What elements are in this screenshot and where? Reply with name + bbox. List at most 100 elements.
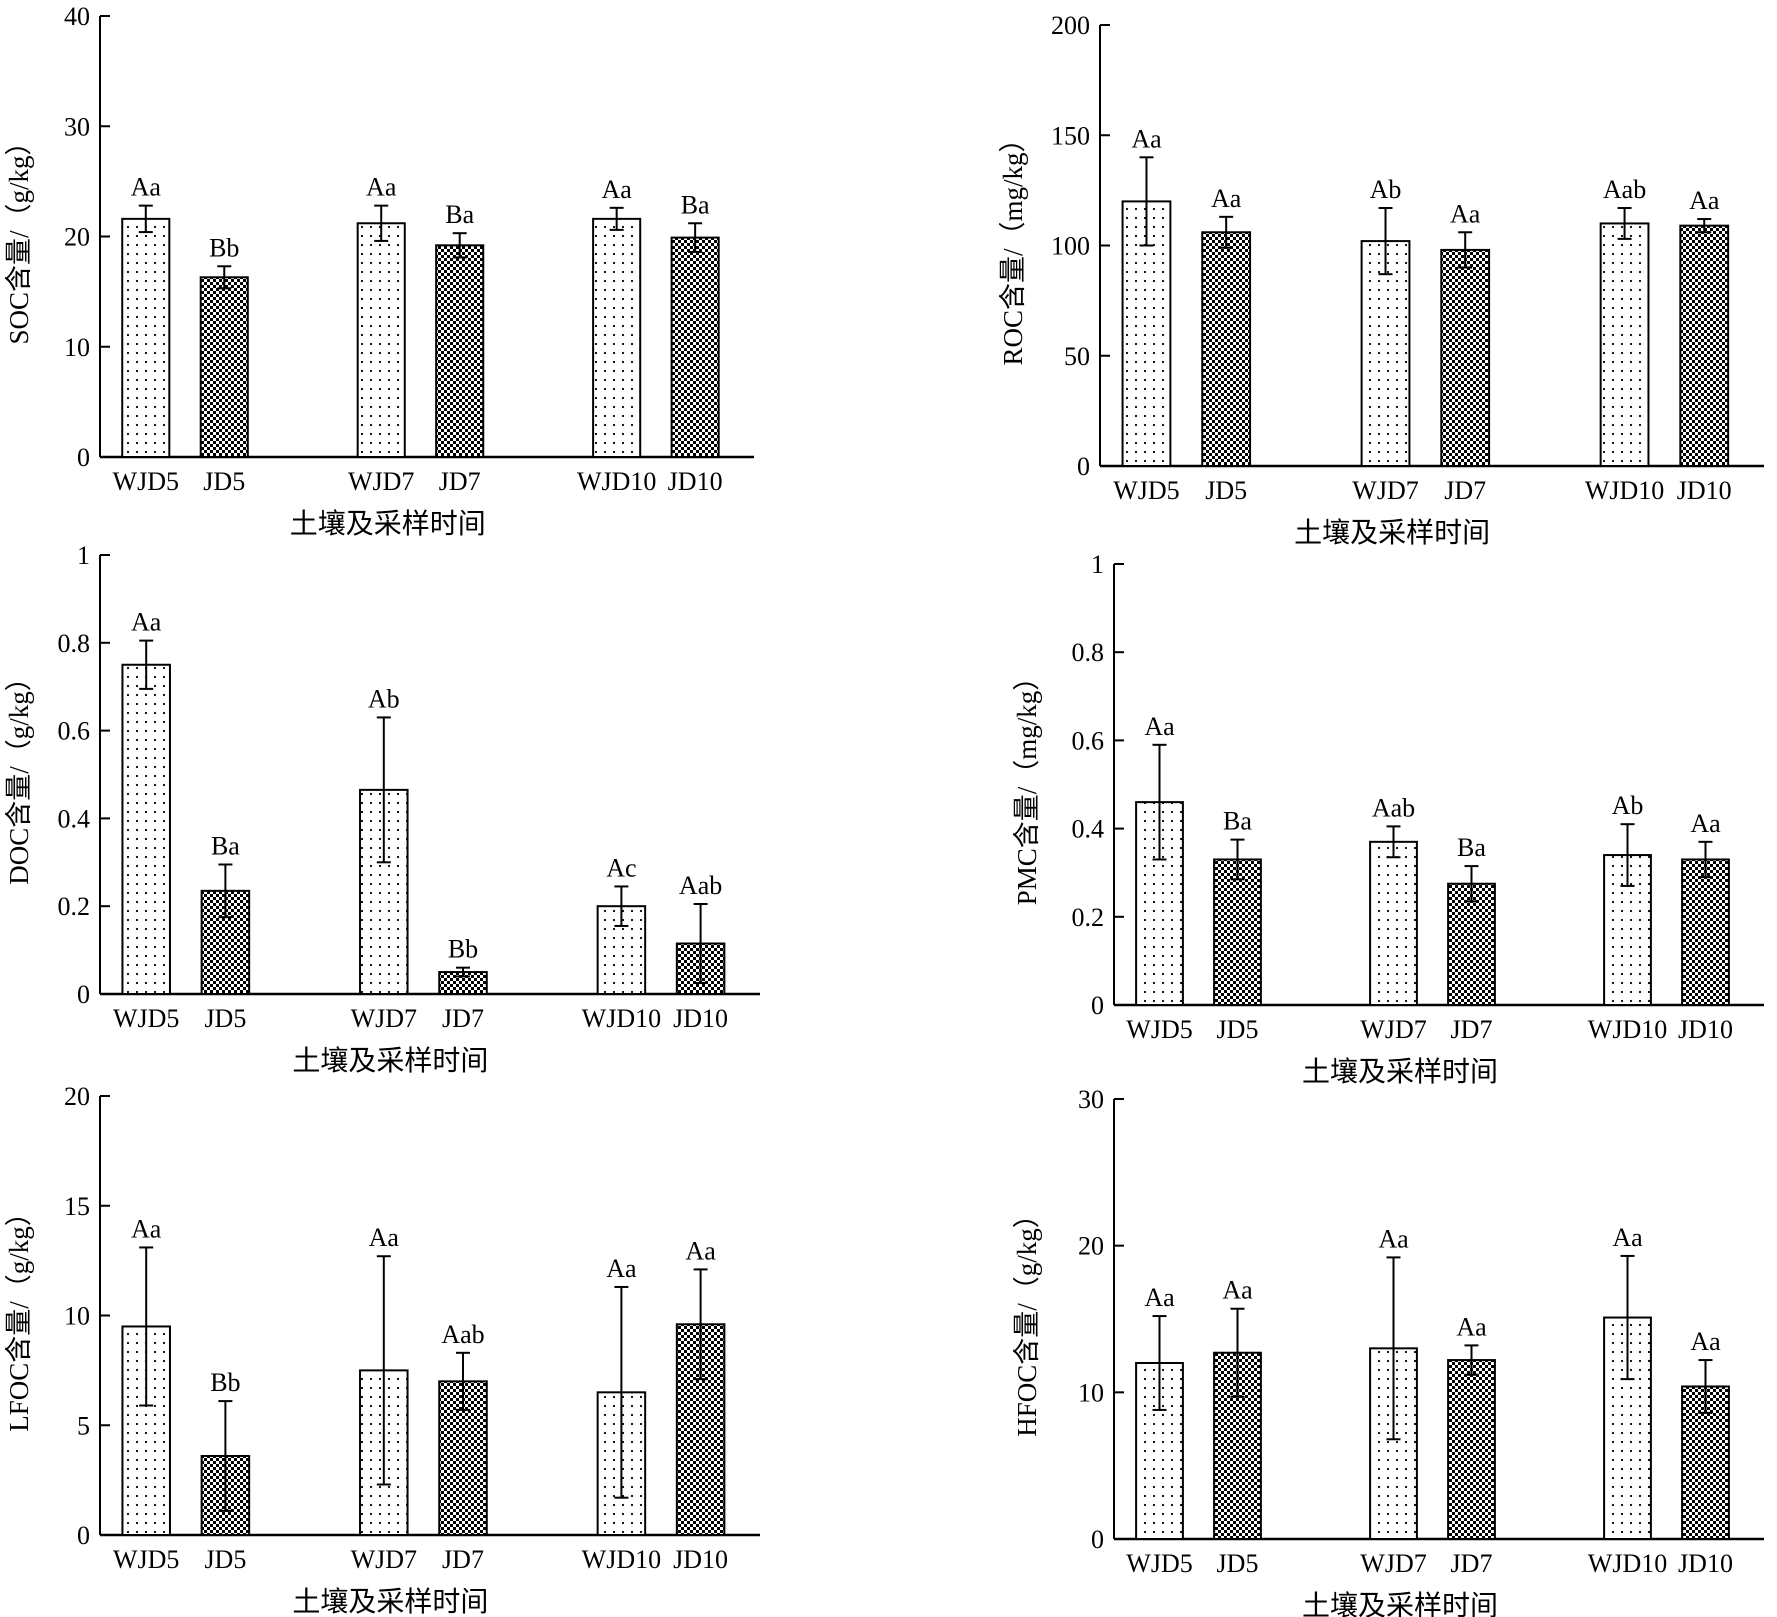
significance-label: Aa [1450,199,1481,228]
significance-label: Aa [685,1236,716,1265]
y-tick-label: 15 [64,1192,90,1221]
y-tick-label: 20 [64,223,90,252]
x-tick-label: WJD10 [582,1545,661,1574]
x-tick-label: JD10 [1677,476,1732,505]
significance-label: Ab [1612,791,1644,820]
x-tick-label: WJD10 [1588,1549,1667,1578]
bar-JD5 [199,276,249,459]
bar-JD10 [1681,858,1730,1006]
x-axis-title: 土壤及采样时间 [292,1586,488,1617]
bar-JD7 [1447,882,1496,1006]
y-axis-title: ROC含量/（mg/kg） [998,125,1028,365]
x-tick-label: JD10 [1678,1015,1733,1044]
x-tick-label: JD7 [1451,1549,1493,1578]
significance-label: Aa [1211,184,1242,213]
x-tick-label: JD5 [204,1004,246,1033]
bar-JD7 [1447,1359,1496,1540]
x-axis-title: 土壤及采样时间 [1294,517,1490,549]
x-tick-label: WJD5 [1113,476,1179,505]
x-tick-label: JD7 [439,467,481,496]
significance-label: Aa [131,608,162,637]
y-tick-label: 30 [64,112,90,141]
panel-4: 0 5 10 15 20 Aa WJD5 Bb JD5 Aa WJD7 Aab JD7 Aa WJD10 Aa… [4,1082,760,1617]
significance-label: Aab [441,1320,484,1349]
y-tick-label: 200 [1051,11,1090,40]
y-axis-title: PMC含量/（mg/kg） [1012,664,1042,906]
significance-label: Aa [1131,124,1162,153]
significance-label: Aa [601,175,632,204]
panel-5: 0 10 20 30 Aa WJD5 Aa JD5 Aa WJD7 Aa JD7 Aa WJD10 Aa JD… [1012,1085,1764,1617]
significance-label: Aa [369,1223,400,1252]
x-tick-label: JD5 [1205,476,1247,505]
significance-label: Aa [1690,1327,1721,1356]
y-tick-label: 0.8 [58,629,91,658]
y-tick-label: 0.6 [1072,726,1105,755]
x-tick-label: JD10 [668,467,723,496]
panel-1: 0 50 100 150 200 Aa WJD5 Aa JD5 Ab WJD7 Aa JD7 Aab WJD… [998,11,1764,549]
x-tick-label: JD5 [204,1545,246,1574]
significance-label: Bb [209,233,239,262]
y-tick-label: 0.8 [1072,638,1105,667]
y-tick-label: 0.4 [58,804,91,833]
significance-label: Ac [606,853,636,882]
x-tick-label: WJD7 [1352,476,1418,505]
x-axis-title: 土壤及采样时间 [290,508,486,540]
x-tick-label: JD7 [1451,1015,1493,1044]
bar-JD5 [1213,858,1262,1006]
x-tick-label: WJD10 [1588,1015,1667,1044]
significance-label: Aa [1144,712,1175,741]
y-axis-title: SOC含量/（g/kg） [4,128,34,344]
bar-WJD5 [121,663,171,995]
y-tick-label: 0 [1091,1525,1104,1554]
y-tick-label: 10 [1078,1378,1104,1407]
bar-WJD7 [1360,240,1411,467]
bar-WJD7 [356,222,406,458]
y-tick-label: 1 [77,541,90,570]
significance-label: Ba [211,831,240,860]
x-tick-label: WJD5 [1126,1549,1192,1578]
bar-JD7 [1440,248,1491,467]
panel-2: 0 0.2 0.4 0.6 0.8 1 Aa WJD5 Ba JD5 Ab WJD7 Bb JD7 Ac WJ… [4,541,760,1077]
significance-label: Aa [606,1254,637,1283]
bar-WJD7 [1369,840,1418,1007]
significance-label: Aab [1372,793,1415,822]
significance-label: Bb [448,935,478,964]
significance-label: Aa [131,173,162,202]
x-tick-label: JD7 [442,1004,484,1033]
y-tick-label: 0.2 [58,892,91,921]
y-axis-title: HFOC含量/（g/kg） [1012,1201,1042,1437]
y-tick-label: 40 [64,2,90,31]
y-tick-label: 20 [1078,1232,1104,1261]
x-tick-label: JD7 [1444,476,1486,505]
significance-label: Ba [681,190,710,219]
y-tick-label: 0 [1077,452,1090,481]
y-tick-label: 0.6 [58,717,91,746]
bar-JD7 [435,244,485,458]
x-tick-label: WJD7 [348,467,414,496]
bar-WJD10 [592,217,642,458]
significance-label: Ab [368,684,400,713]
significance-label: Aa [1689,186,1720,215]
x-tick-label: WJD5 [113,467,179,496]
significance-label: Aa [1456,1312,1487,1341]
y-tick-label: 0 [77,980,90,1009]
x-tick-label: WJD10 [1585,476,1664,505]
significance-label: Ba [1457,833,1486,862]
y-tick-label: 5 [77,1411,90,1440]
x-tick-label: JD5 [1217,1015,1259,1044]
x-axis-title: 土壤及采样时间 [292,1045,488,1077]
significance-label: Aab [679,871,722,900]
y-tick-label: 30 [1078,1085,1104,1114]
x-axis-title: 土壤及采样时间 [1302,1590,1498,1617]
y-tick-label: 10 [64,1302,90,1331]
x-tick-label: WJD10 [582,1004,661,1033]
x-tick-label: WJD5 [113,1545,179,1574]
y-tick-label: 10 [64,333,90,362]
significance-label: Bb [210,1368,240,1397]
bar-JD10 [670,236,720,458]
y-tick-label: 0.4 [1072,815,1105,844]
significance-label: Aa [1378,1224,1409,1253]
significance-label: Aa [366,173,397,202]
significance-label: Aab [1603,175,1646,204]
